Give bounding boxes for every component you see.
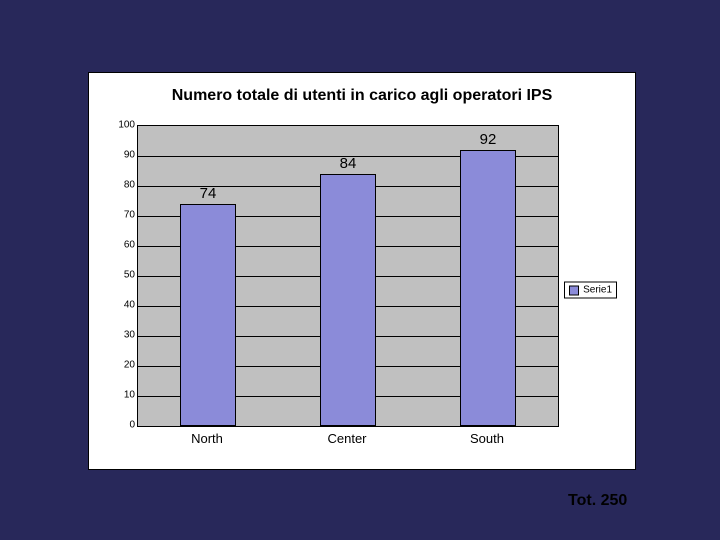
legend: Serie1 — [564, 282, 617, 299]
y-tick-label: 80 — [109, 180, 135, 191]
y-tick-label: 60 — [109, 240, 135, 251]
y-tick-label: 50 — [109, 270, 135, 281]
y-tick-label: 90 — [109, 150, 135, 161]
y-tick-label: 0 — [109, 420, 135, 431]
y-tick-label: 30 — [109, 330, 135, 341]
chart-title: Numero totale di utenti in carico agli o… — [89, 87, 635, 105]
bar-value-label: 92 — [480, 131, 497, 148]
y-tick-label: 20 — [109, 360, 135, 371]
chart-body: 748492 Serie1 0102030405060708090100Nort… — [107, 125, 617, 455]
x-tick-label: Center — [327, 431, 366, 446]
y-tick-label: 70 — [109, 210, 135, 221]
bar — [320, 174, 376, 426]
x-tick-label: South — [470, 431, 504, 446]
x-tick-label: North — [191, 431, 223, 446]
bar-value-label: 84 — [340, 155, 357, 172]
legend-swatch — [569, 285, 579, 295]
legend-label: Serie1 — [583, 285, 612, 296]
plot-area: 74 84 92 — [137, 125, 559, 427]
footer-total: Tot. 250 — [568, 492, 627, 510]
chart-card: Numero totale di utenti in carico agli o… — [88, 72, 636, 470]
y-tick-label: 100 — [109, 120, 135, 131]
y-tick-label: 40 — [109, 300, 135, 311]
bar — [180, 204, 236, 426]
bar-value-label: 74 — [200, 185, 217, 202]
bar — [460, 150, 516, 426]
slide: Numero totale di utenti in carico agli o… — [0, 0, 720, 540]
y-tick-label: 10 — [109, 390, 135, 401]
